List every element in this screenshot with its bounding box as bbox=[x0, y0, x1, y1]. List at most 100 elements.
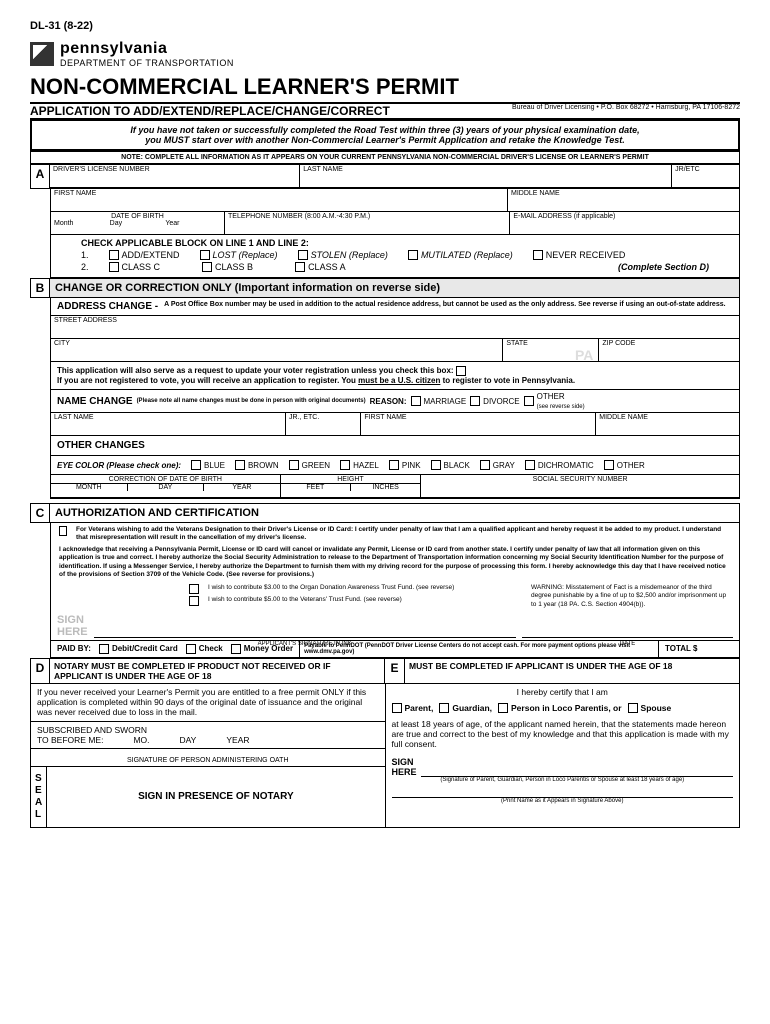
zip-field[interactable]: ZIP CODE bbox=[599, 339, 739, 361]
payable-text: Payable to PennDOT (PennDOT Driver Licen… bbox=[300, 641, 659, 657]
note: NOTE: COMPLETE ALL INFORMATION AS IT APP… bbox=[30, 151, 740, 164]
dob-field[interactable]: DATE OF BIRTH MonthDayYear bbox=[51, 212, 225, 234]
check-mutilated[interactable]: MUTILATED (Replace) bbox=[408, 250, 513, 260]
notice: If you have not taken or successfully co… bbox=[30, 119, 740, 151]
ssn-field[interactable]: SOCIAL SECURITY NUMBER bbox=[421, 475, 739, 497]
nc-last[interactable]: LAST NAME bbox=[51, 413, 286, 435]
addr-change-label: ADDRESS CHANGE - bbox=[57, 301, 158, 312]
eye-other[interactable]: OTHER bbox=[604, 460, 645, 470]
section-c-header: AUTHORIZATION AND CERTIFICATION bbox=[50, 503, 740, 523]
check-lost[interactable]: LOST (Replace) bbox=[200, 250, 278, 260]
oath-sig-line[interactable]: SIGNATURE OF PERSON ADMINISTERING OATH bbox=[31, 748, 385, 766]
vets-trust-text: I wish to contribute $5.00 to the Vetera… bbox=[208, 596, 402, 606]
voter-line1: This application will also serve as a re… bbox=[57, 366, 733, 376]
name-change-label: NAME CHANGE bbox=[57, 396, 133, 407]
e-print-caption: (Print Name as it Appears in Signature A… bbox=[392, 798, 734, 804]
eye-black[interactable]: BLACK bbox=[431, 460, 470, 470]
eye-green[interactable]: GREEN bbox=[289, 460, 330, 470]
main-title: NON-COMMERCIAL LEARNER'S PERMIT bbox=[30, 74, 740, 104]
voter-opt-out[interactable] bbox=[456, 366, 466, 376]
state-name: pennsylvania bbox=[60, 40, 234, 58]
city-field[interactable]: CITY bbox=[51, 339, 503, 361]
eye-gray[interactable]: GRAY bbox=[480, 460, 515, 470]
vet-text: For Veterans wishing to add the Veterans… bbox=[76, 526, 731, 543]
check-header: CHECK APPLICABLE BLOCK ON LINE 1 AND LIN… bbox=[81, 238, 709, 248]
voter-line2: If you are not registered to vote, you w… bbox=[57, 376, 733, 385]
seal-box: SEAL bbox=[31, 767, 47, 827]
sign-here-label: SIGNHERE bbox=[57, 614, 88, 638]
nc-first[interactable]: FIRST NAME bbox=[361, 413, 596, 435]
check-other-reason[interactable]: OTHER(see reverse side) bbox=[524, 392, 585, 410]
logo-section: pennsylvania DEPARTMENT OF TRANSPORTATIO… bbox=[30, 40, 740, 68]
total-field[interactable]: TOTAL $ bbox=[659, 641, 739, 657]
check-never[interactable]: NEVER RECEIVED bbox=[533, 250, 626, 260]
role-spouse[interactable]: Spouse bbox=[628, 703, 672, 713]
check-class-c[interactable]: CLASS C bbox=[109, 262, 161, 272]
section-e-marker: E bbox=[385, 658, 405, 684]
nc-middle[interactable]: MIDDLE NAME bbox=[596, 413, 739, 435]
complete-d-note: (Complete Section D) bbox=[618, 262, 709, 272]
eye-color-label: EYE COLOR (Please check one): bbox=[57, 461, 181, 470]
pay-debit[interactable]: Debit/Credit Card bbox=[99, 644, 178, 654]
to-before-label: TO BEFORE ME: bbox=[37, 735, 103, 745]
dl-number-field[interactable]: DRIVER'S LICENSE NUMBER bbox=[50, 165, 300, 187]
pay-check[interactable]: Check bbox=[186, 644, 223, 654]
role-parent[interactable]: Parent, bbox=[392, 703, 434, 713]
other-changes-header: OTHER CHANGES bbox=[51, 436, 739, 456]
state-field[interactable]: STATEPA bbox=[503, 339, 599, 361]
eye-dichromatic[interactable]: DICHROMATIC bbox=[525, 460, 594, 470]
subtitle: APPLICATION TO ADD/EXTEND/REPLACE/CHANGE… bbox=[30, 104, 390, 118]
section-d-header: NOTARY MUST BE COMPLETED IF PRODUCT NOT … bbox=[50, 658, 385, 684]
bureau-info: Bureau of Driver Licensing • P.O. Box 68… bbox=[512, 104, 740, 118]
section-c-marker: C bbox=[30, 503, 50, 523]
section-e-text: at least 18 years of age, of the applica… bbox=[392, 719, 734, 749]
e-sign-label: SIGNHERE bbox=[392, 757, 417, 777]
nc-jr[interactable]: JR., ETC. bbox=[286, 413, 361, 435]
check-divorce[interactable]: DIVORCE bbox=[470, 396, 519, 406]
section-d-text: If you never received your Learner's Per… bbox=[37, 687, 379, 717]
notice-line1: If you have not taken or successfully co… bbox=[36, 125, 734, 135]
eye-blue[interactable]: BLUE bbox=[191, 460, 225, 470]
section-a-marker: A bbox=[30, 164, 50, 189]
eye-hazel[interactable]: HAZEL bbox=[340, 460, 379, 470]
e-sig-caption: (Signature of Parent, Guardian, Person i… bbox=[392, 777, 734, 783]
first-name-field[interactable]: FIRST NAME bbox=[51, 189, 508, 211]
subscribed-label: SUBSCRIBED AND SWORN bbox=[37, 725, 379, 735]
section-d-marker: D bbox=[30, 658, 50, 684]
date-line[interactable]: DATE bbox=[522, 627, 733, 638]
section-b-header: CHANGE OR CORRECTION ONLY (Important inf… bbox=[50, 278, 740, 298]
email-field[interactable]: E-MAIL ADDRESS (if applicable) bbox=[510, 212, 739, 234]
last-name-field[interactable]: LAST NAME bbox=[300, 165, 672, 187]
check-stolen[interactable]: STOLEN (Replace) bbox=[298, 250, 388, 260]
height-field[interactable]: HEIGHT FEETINCHES bbox=[281, 475, 422, 497]
signature-line[interactable]: APPLICANT'S SIGNATURE IN INK bbox=[94, 627, 516, 638]
paid-by-label: PAID BY: bbox=[57, 644, 91, 653]
vets-trust-checkbox[interactable] bbox=[189, 596, 199, 606]
section-e-header: MUST BE COMPLETED IF APPLICANT IS UNDER … bbox=[405, 658, 740, 684]
role-guardian[interactable]: Guardian, bbox=[439, 703, 492, 713]
reason-label: REASON: bbox=[370, 397, 407, 406]
dob-corr[interactable]: CORRECTION OF DATE OF BIRTH MONTHDAYYEAR bbox=[51, 475, 281, 497]
ack-text: I acknowledge that receiving a Pennsylva… bbox=[59, 546, 731, 580]
certify-text: I hereby certify that I am bbox=[392, 687, 734, 697]
department: DEPARTMENT OF TRANSPORTATION bbox=[60, 58, 234, 68]
warning-text: WARNING: Misstatement of Fact is a misde… bbox=[531, 584, 731, 609]
check-class-a[interactable]: CLASS A bbox=[295, 262, 346, 272]
organ-checkbox[interactable] bbox=[189, 584, 199, 594]
jr-field[interactable]: JR/ETC bbox=[672, 165, 739, 187]
eye-brown[interactable]: BROWN bbox=[235, 460, 279, 470]
notice-line2: you MUST start over with another Non-Com… bbox=[36, 135, 734, 145]
vet-checkbox[interactable] bbox=[59, 526, 67, 536]
check-add-extend[interactable]: ADD/EXTEND bbox=[109, 250, 180, 260]
street-field[interactable]: STREET ADDRESS bbox=[51, 316, 739, 338]
phone-field[interactable]: TELEPHONE NUMBER (8:00 A.M.-4:30 P.M.) bbox=[225, 212, 510, 234]
role-loco[interactable]: Person in Loco Parentis, or bbox=[498, 703, 622, 713]
pa-logo bbox=[30, 42, 54, 66]
name-note: (Please note all name changes must be do… bbox=[137, 398, 366, 404]
eye-pink[interactable]: PINK bbox=[389, 460, 421, 470]
middle-name-field[interactable]: MIDDLE NAME bbox=[508, 189, 739, 211]
check-class-b[interactable]: CLASS B bbox=[202, 262, 253, 272]
check-marriage[interactable]: MARRIAGE bbox=[411, 396, 467, 406]
section-b-marker: B bbox=[30, 278, 50, 298]
addr-note: A Post Office Box number may be used in … bbox=[164, 301, 733, 312]
